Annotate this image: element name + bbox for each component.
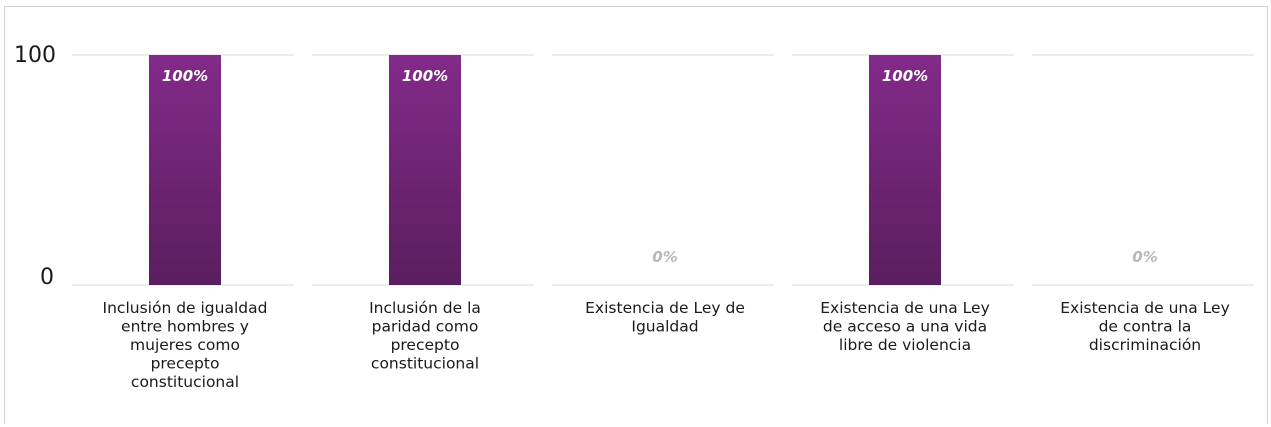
y-tick-label-zero: 0 — [40, 265, 54, 290]
data-label: 0% — [1132, 248, 1157, 266]
data-label: 100% — [882, 67, 928, 85]
category-label: Inclusión de igualdad entre hombres y muje… — [103, 299, 268, 391]
bar — [149, 55, 221, 285]
data-label: 0% — [652, 248, 677, 266]
bar — [869, 55, 941, 285]
y-axis: 100 0 — [14, 43, 56, 290]
data-label: 100% — [162, 67, 208, 85]
category-labels: Inclusión de igualdad entre hombres y muje… — [103, 299, 1230, 391]
data-label: 100% — [402, 67, 448, 85]
category-label: Existencia de una Ley de acceso a una vid… — [820, 299, 990, 354]
bar — [389, 55, 461, 285]
chart-frame — [4, 6, 1268, 424]
y-tick-label-max: 100 — [14, 43, 56, 68]
bars — [149, 55, 941, 285]
category-label: Existencia de Ley de Igualdad — [585, 299, 745, 336]
data-labels: 100% 100% 0% 100% 0% — [162, 67, 1158, 266]
category-label: Existencia de una Ley de contra la discrim… — [1060, 299, 1230, 354]
category-label: Inclusión de la paridad como precepto const… — [369, 299, 481, 373]
